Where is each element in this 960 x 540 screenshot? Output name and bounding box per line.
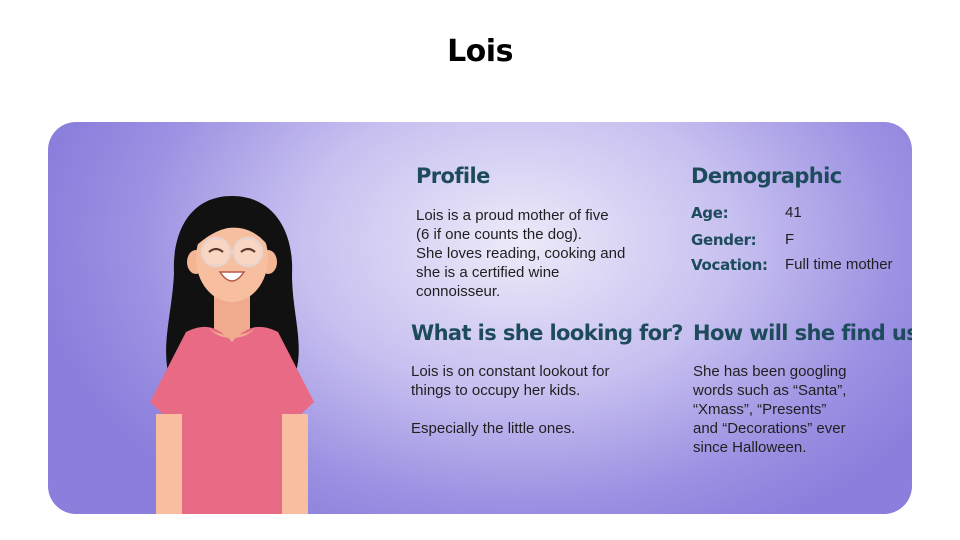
vocation-value: Full time mother [785, 256, 893, 273]
glasses-left [200, 236, 232, 268]
page-title: Lois [447, 34, 513, 69]
find-us-heading: How will she find us? [693, 321, 912, 345]
looking-for-text: Lois is on constant lookout for things t… [411, 363, 610, 437]
persona-illustration [150, 196, 314, 514]
age-value: 41 [785, 204, 802, 221]
face [196, 214, 268, 302]
looking-for-heading: What is she looking for? [411, 321, 683, 345]
smile [218, 271, 246, 282]
arm-left [156, 414, 182, 514]
demographic-heading: Demographic [691, 164, 842, 188]
glasses-right [232, 236, 264, 268]
profile-text: Lois is a proud mother of five (6 if one… [416, 207, 626, 300]
hair-bangs [194, 207, 270, 248]
profile-heading: Profile [416, 164, 490, 188]
gender-value: F [785, 231, 795, 248]
shirt [150, 326, 314, 514]
arm-right [282, 414, 308, 514]
find-us-text: She has been googling words such as “San… [693, 363, 847, 456]
vocation-label: Vocation: [691, 256, 768, 274]
age-label: Age: [691, 204, 729, 222]
gender-label: Gender: [691, 231, 757, 249]
persona-card: Profile Lois is a proud mother of five (… [48, 122, 912, 514]
